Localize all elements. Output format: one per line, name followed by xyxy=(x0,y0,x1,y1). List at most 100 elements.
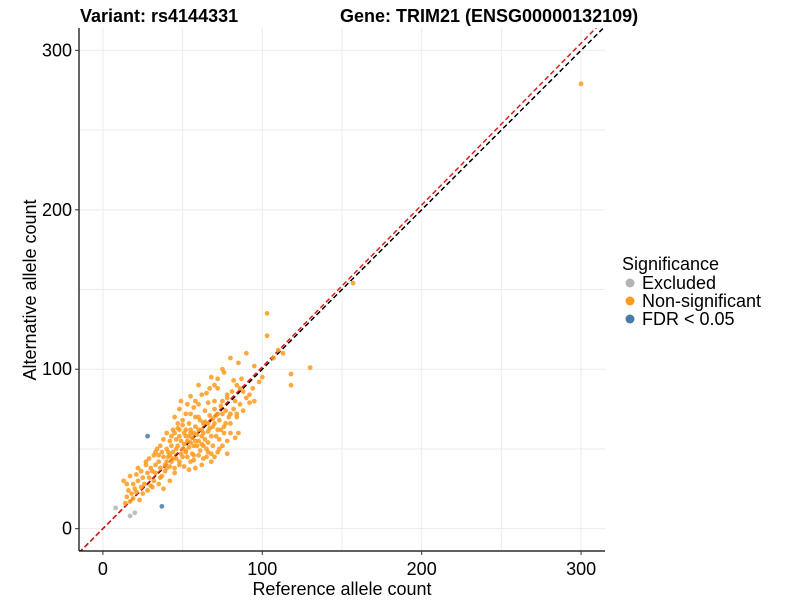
legend-swatch xyxy=(625,296,635,306)
data-point xyxy=(145,433,150,439)
data-point xyxy=(216,436,222,442)
data-point xyxy=(221,430,227,436)
data-point xyxy=(172,465,178,471)
data-point xyxy=(235,360,241,366)
data-point xyxy=(243,395,249,401)
data-point xyxy=(212,406,217,412)
data-point xyxy=(173,436,179,442)
data-point xyxy=(133,489,139,495)
data-point xyxy=(170,449,176,455)
data-point xyxy=(237,385,243,391)
data-point xyxy=(223,408,229,414)
data-point xyxy=(223,421,229,426)
data-point xyxy=(204,390,209,396)
data-points xyxy=(113,81,584,519)
data-point xyxy=(180,417,186,423)
data-point xyxy=(192,424,198,430)
data-point xyxy=(151,452,157,458)
data-point xyxy=(240,389,246,394)
data-point xyxy=(141,481,147,487)
data-point xyxy=(183,411,189,417)
data-point xyxy=(251,363,257,369)
legend-swatch xyxy=(625,278,635,288)
x-tick-label: 200 xyxy=(407,559,437,579)
data-point xyxy=(197,448,203,453)
data-point xyxy=(188,427,193,433)
data-point xyxy=(239,376,244,382)
data-point xyxy=(169,443,174,449)
data-point xyxy=(202,436,208,442)
data-point xyxy=(207,385,213,391)
data-point xyxy=(180,422,186,428)
y-tick-label: 300 xyxy=(42,40,72,60)
data-point xyxy=(218,403,224,409)
data-point xyxy=(218,427,224,433)
data-point xyxy=(140,475,146,481)
data-point xyxy=(220,443,225,449)
data-point xyxy=(288,371,294,377)
data-point xyxy=(113,505,119,511)
legend-label: Excluded xyxy=(642,273,716,293)
data-point xyxy=(235,430,241,436)
data-point xyxy=(231,377,237,383)
data-point xyxy=(157,465,163,471)
data-point xyxy=(140,491,146,496)
data-point xyxy=(232,435,238,441)
grid-lines xyxy=(79,28,605,551)
data-point xyxy=(183,448,189,453)
data-point xyxy=(132,510,138,516)
y-axis-ticks: 0 100 200 300 xyxy=(42,40,79,539)
data-point xyxy=(151,478,157,484)
data-point xyxy=(199,392,205,398)
data-point xyxy=(167,452,173,458)
data-point xyxy=(232,398,238,404)
legend-label: Non-significant xyxy=(642,291,761,311)
data-point xyxy=(159,503,165,509)
chart-title-variant: Variant: rs4144331 xyxy=(80,6,238,26)
data-point xyxy=(264,311,270,316)
data-point xyxy=(164,459,170,465)
data-point xyxy=(280,350,286,356)
data-point xyxy=(228,430,233,436)
data-point xyxy=(197,417,203,423)
data-point xyxy=(153,462,158,468)
data-point xyxy=(173,446,179,452)
data-point xyxy=(161,486,166,492)
data-point xyxy=(202,408,208,414)
data-point xyxy=(205,429,211,434)
data-point xyxy=(216,417,222,423)
legend-swatch xyxy=(625,314,635,324)
data-point xyxy=(161,436,166,442)
data-point xyxy=(175,421,181,426)
data-point xyxy=(191,405,197,410)
data-point xyxy=(228,411,233,417)
data-point xyxy=(184,454,190,460)
data-point xyxy=(178,438,184,444)
legend-label: FDR < 0.05 xyxy=(642,309,735,329)
y-tick-label: 200 xyxy=(42,200,72,220)
data-point xyxy=(250,385,256,391)
data-point xyxy=(127,473,133,479)
data-point xyxy=(228,421,233,426)
data-point xyxy=(130,481,136,487)
data-point xyxy=(215,385,221,391)
data-point xyxy=(178,451,184,457)
data-point xyxy=(196,401,201,407)
data-point xyxy=(224,392,230,398)
data-point xyxy=(196,382,201,388)
chart-title-gene: Gene: TRIM21 (ENSG00000132109) xyxy=(340,6,638,26)
data-point xyxy=(169,433,174,439)
data-point xyxy=(170,456,176,461)
data-point xyxy=(146,475,152,481)
data-point xyxy=(188,411,193,417)
data-point xyxy=(264,333,270,339)
data-point xyxy=(167,478,173,484)
data-point xyxy=(234,382,240,388)
data-point xyxy=(159,449,165,455)
data-point xyxy=(259,374,265,380)
data-point xyxy=(307,365,313,371)
data-point xyxy=(243,350,249,356)
data-point xyxy=(129,491,135,496)
data-point xyxy=(167,464,173,469)
legend: Significance ExcludedNon-significantFDR … xyxy=(622,254,761,329)
